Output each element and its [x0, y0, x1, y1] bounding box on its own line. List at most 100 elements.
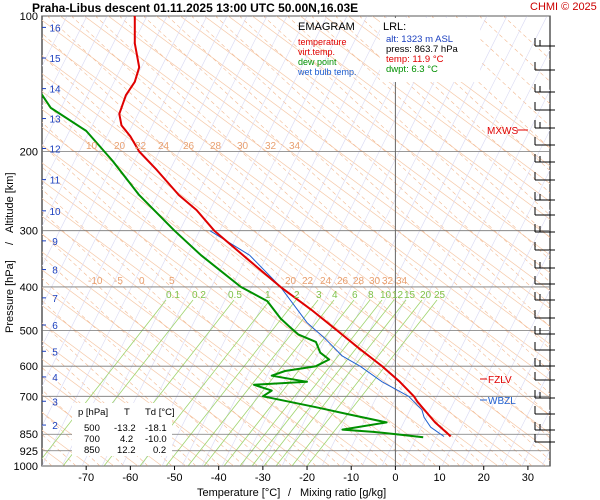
isotherm-line [42, 16, 228, 387]
dry-adiabat-line [227, 16, 550, 256]
wind-barb [534, 434, 555, 443]
wind-barb [534, 310, 555, 319]
adiabat-labels-mid: -10 -5 0 5 20 22 24 26 28 30 32 34 [88, 276, 408, 287]
adiabat-label: 30 [369, 276, 381, 287]
isotherm-line [141, 16, 368, 466]
isotherm-line [42, 16, 268, 466]
table-cell: 700 [84, 434, 100, 445]
wind-barb [534, 62, 555, 71]
profile-series [42, 16, 452, 439]
mixing-ratio-label: 0.1 [166, 290, 180, 301]
mixing-ratio-label: 6 [352, 290, 358, 301]
dry-adiabat-line [42, 126, 499, 466]
isotherm-line [361, 89, 550, 466]
legend-item-wet-bulb: wet bulb temp. [297, 67, 357, 77]
isotherm-line [42, 16, 148, 227]
table-cell: 0.2 [153, 445, 166, 456]
wind-barb [534, 242, 555, 251]
adiabat-label: 20 [114, 141, 126, 152]
mixing-ratio-line [165, 299, 297, 466]
isotherm-line [42, 16, 168, 267]
legend-item-temperature: temperature [298, 37, 347, 47]
pressure-tick-label: 600 [20, 361, 38, 373]
temperature-tick-label: 30 [522, 472, 534, 484]
lrl-box: LRL: alt: 1323 m ASL press: 863.7 hPa te… [380, 18, 480, 82]
mixing-ratio-line [275, 299, 407, 466]
wind-barb [534, 120, 555, 129]
level-markers: MXWS FZLV WBZL [480, 126, 528, 407]
moist-adiabat-line [118, 16, 550, 417]
table-header-t: T [124, 407, 130, 418]
table-cell: -10.0 [145, 434, 167, 445]
table-cell: 500 [84, 423, 100, 434]
series-dew-pointline [42, 93, 424, 439]
wind-barb [534, 137, 555, 146]
adiabat-labels-top: 10 20 22 24 26 28 30 32 34 [86, 141, 301, 152]
pressure-tick-label: 925 [20, 446, 38, 458]
plot-area [41, 15, 551, 467]
mixing-ratio-line [239, 299, 371, 466]
altitude-tick-label: 8 [52, 266, 58, 277]
mixing-ratio-label: 3 [316, 290, 322, 301]
adiabat-label: 24 [158, 141, 170, 152]
adiabat-label: 28 [210, 141, 222, 152]
moist-adiabat-line [42, 300, 221, 466]
temperature-tick-label: 10 [433, 472, 445, 484]
moist-adiabat-line [42, 278, 245, 466]
altitude-tick-label: 15 [49, 54, 61, 65]
isotherm-line [501, 369, 550, 466]
adiabat-label: 10 [86, 141, 98, 152]
isotherm-line [421, 209, 550, 466]
mixing-ratio-line [263, 299, 395, 466]
temperature-tick-label: -70 [78, 472, 94, 484]
pressure-tick-label: 500 [20, 326, 38, 338]
moist-adiabat-line [42, 255, 269, 466]
isotherm-line [121, 16, 348, 466]
mixing-ratio-label: 10 [380, 290, 392, 301]
mixing-ratio-label: 0.5 [228, 290, 242, 301]
altitude-tick-label: 13 [49, 115, 61, 126]
x-axis-label: Temperature [°C] / Mixing ratio [g/kg] [197, 487, 386, 499]
isotherm-line [42, 16, 108, 147]
wind-barb [534, 292, 555, 301]
dry-adiabat-line [42, 269, 307, 466]
pressure-tick-label: 400 [20, 282, 38, 294]
wbzl-label: WBZL [488, 396, 516, 407]
chart-title: Praha-Libus descent 01.11.2025 13:00 UTC… [32, 1, 358, 15]
isotherm-line [81, 16, 308, 466]
adiabat-label: 28 [353, 276, 365, 287]
isotherm-line [381, 129, 550, 466]
table-header-td: Td [°C] [145, 407, 175, 418]
wind-barb [534, 358, 555, 367]
lrl-altitude: alt: 1323 m ASL [386, 34, 453, 45]
mixing-ratio-line [42, 299, 167, 459]
x-axis-label-mix: Mixing ratio [g/kg] [300, 487, 386, 499]
lrl-pressure: press: 863.7 hPa [386, 44, 459, 55]
isotherm-line [42, 16, 188, 307]
moist-adiabat-line [42, 211, 317, 466]
dry-adiabat-line [42, 322, 235, 466]
moist-adiabat-line [42, 233, 293, 466]
wind-barb [534, 102, 555, 111]
mixing-ratio-label: 8 [368, 290, 374, 301]
adiabat-label: 34 [289, 141, 301, 152]
wind-barb [534, 172, 555, 181]
y-axis-label-sep: / [4, 241, 16, 245]
pressure-tick-labels: 100 200 300 400 500 600 700 850 925 1000 [14, 11, 38, 473]
moist-adiabat-line [42, 166, 365, 466]
altitude-tick-label: 14 [49, 85, 61, 96]
legend: EMAGRAM temperature virt.temp. dew point… [297, 21, 357, 77]
wind-barb [534, 326, 555, 335]
mixing-ratio-line [306, 299, 438, 466]
legend-heading: EMAGRAM [298, 21, 355, 33]
mixing-ratio-label: 1 [265, 290, 271, 301]
mixing-ratio-line [187, 299, 319, 466]
dry-adiabat-line [42, 305, 259, 466]
mixing-ratio-line [291, 299, 423, 466]
dry-adiabat-line [42, 180, 427, 466]
mxws-label: MXWS [487, 126, 518, 137]
isotherm-line [42, 16, 68, 67]
moist-adiabat-line [70, 16, 550, 461]
dry-adiabat-line [42, 215, 379, 466]
dry-adiabat-line [59, 16, 550, 381]
